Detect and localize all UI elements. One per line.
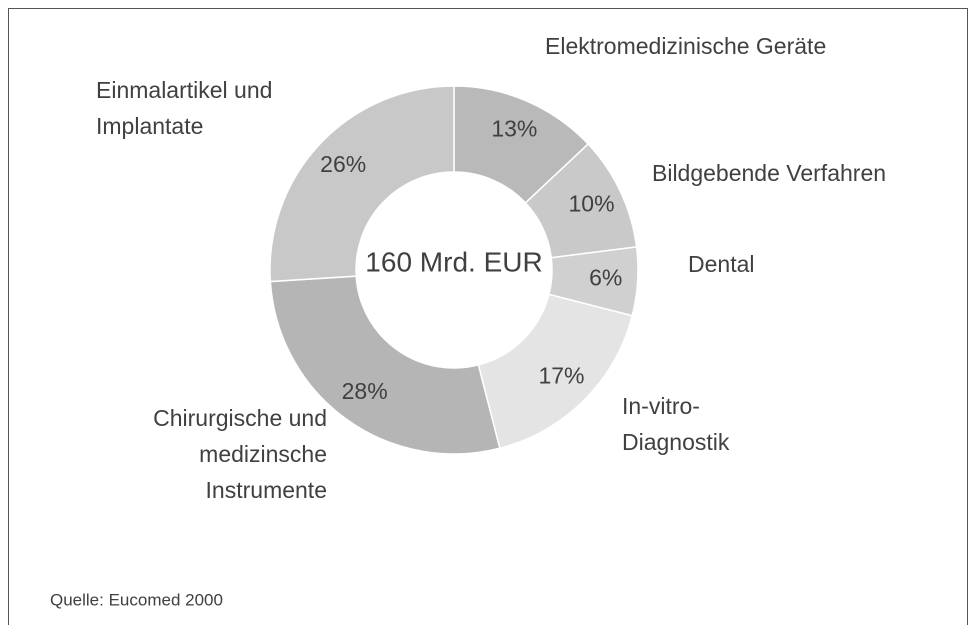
value-label: 6% <box>589 265 622 291</box>
category-label: Elektromedizinische Geräte <box>545 33 827 59</box>
value-label: 10% <box>569 190 615 216</box>
donut-segment <box>269 85 455 283</box>
category-label: Dental <box>688 251 755 277</box>
value-label: 17% <box>538 363 584 389</box>
center-label: 160 Mrd. EUR <box>365 246 542 277</box>
frame <box>8 8 968 625</box>
value-label: 13% <box>491 116 537 142</box>
category-label: Einmalartikel und Implantate <box>96 77 273 139</box>
value-label: 28% <box>342 378 388 404</box>
value-label: 26% <box>320 151 366 177</box>
donut-segment <box>477 293 634 450</box>
category-label: Bildgebende Verfahren <box>652 160 887 186</box>
donut-segment <box>269 275 501 455</box>
source: Quelle: Eucomed 2000 <box>50 590 223 609</box>
category-label: In-vitro-Diagnostik <box>622 393 730 455</box>
category-label: Chirurgische und medizinsche Instrumente <box>153 405 327 503</box>
